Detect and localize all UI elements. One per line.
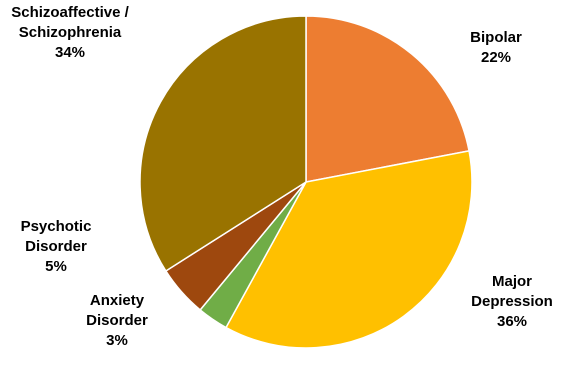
data-label-percent: 22% bbox=[481, 49, 511, 66]
data-label-schizoaffective-schizophrenia: Schizoaffective / Schizophrenia 34% bbox=[11, 4, 129, 61]
data-label-name: Anxiety bbox=[90, 292, 145, 309]
data-label-name: Psychotic bbox=[21, 218, 92, 235]
data-label-percent: 36% bbox=[497, 313, 527, 330]
pie-slices bbox=[139, 15, 473, 349]
data-label-percent: 3% bbox=[106, 332, 128, 349]
data-label-anxiety-disorder: Anxiety Disorder 3% bbox=[86, 292, 148, 349]
data-label-percent: 5% bbox=[45, 258, 67, 275]
data-label-name: Schizophrenia bbox=[19, 24, 122, 41]
data-label-bipolar: Bipolar 22% bbox=[470, 29, 522, 66]
pie-slice-major-depression bbox=[225, 150, 473, 349]
pie-slice-schizoaffective-schizophrenia bbox=[139, 15, 307, 272]
data-label-name: Disorder bbox=[25, 238, 87, 255]
data-label-name: Bipolar bbox=[470, 29, 522, 46]
data-label-name: Disorder bbox=[86, 312, 148, 329]
pie-labels: Bipolar 22% Major Depression 36% Anxiety Disor… bbox=[11, 4, 553, 349]
data-label-psychotic-disorder: Psychotic Disorder 5% bbox=[21, 218, 92, 275]
pie-slice-bipolar bbox=[305, 15, 470, 183]
data-label-percent: 34% bbox=[55, 44, 85, 61]
data-label-major-depression: Major Depression 36% bbox=[471, 273, 553, 330]
data-label-name: Depression bbox=[471, 293, 553, 310]
data-label-name: Schizoaffective / bbox=[11, 4, 129, 21]
data-label-name: Major bbox=[492, 273, 532, 290]
